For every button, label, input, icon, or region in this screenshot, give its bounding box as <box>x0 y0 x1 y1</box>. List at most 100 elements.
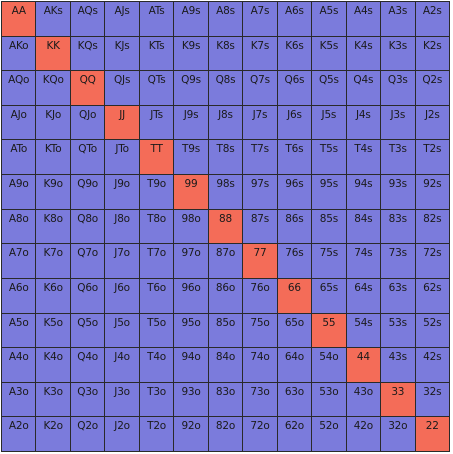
hand-cell[interactable]: J5o <box>105 313 139 348</box>
hand-cell[interactable]: 64o <box>277 348 312 382</box>
hand-cell[interactable]: A5o <box>2 313 36 348</box>
hand-cell[interactable]: Q2s <box>415 71 449 105</box>
hand-cell[interactable]: AQo <box>2 71 36 105</box>
hand-cell[interactable]: 52o <box>312 417 346 451</box>
hand-cell[interactable]: 82s <box>415 209 449 244</box>
hand-cell[interactable]: KJs <box>105 36 139 71</box>
hand-cell[interactable]: K9s <box>174 36 208 71</box>
hand-cell[interactable]: K2o <box>36 417 70 451</box>
hand-cell[interactable]: 42o <box>346 417 381 451</box>
hand-cell[interactable]: 83o <box>208 382 243 417</box>
hand-cell[interactable]: J6s <box>277 105 312 140</box>
hand-cell[interactable]: 72o <box>243 417 277 451</box>
hand-cell[interactable]: KJo <box>36 105 70 140</box>
hand-cell[interactable]: 98s <box>208 175 243 209</box>
hand-cell[interactable]: K4o <box>36 348 70 382</box>
hand-cell[interactable]: Q5s <box>312 71 346 105</box>
hand-cell[interactable]: A5s <box>312 2 346 36</box>
hand-cell[interactable]: Q7o <box>70 244 105 278</box>
hand-cell[interactable]: A9o <box>2 175 36 209</box>
hand-cell[interactable]: A6o <box>2 278 36 313</box>
hand-cell[interactable]: Q5o <box>70 313 105 348</box>
hand-cell[interactable]: 82o <box>208 417 243 451</box>
hand-cell[interactable]: K3s <box>381 36 415 71</box>
hand-cell[interactable]: K8s <box>208 36 243 71</box>
hand-cell[interactable]: ATo <box>2 140 36 175</box>
hand-cell[interactable]: T2s <box>415 140 449 175</box>
hand-cell[interactable]: K8o <box>36 209 70 244</box>
hand-cell[interactable]: AKo <box>2 36 36 71</box>
pair-cell[interactable]: 44 <box>346 348 381 382</box>
hand-cell[interactable]: J8s <box>208 105 243 140</box>
hand-cell[interactable]: AJs <box>105 2 139 36</box>
hand-cell[interactable]: K6o <box>36 278 70 313</box>
hand-cell[interactable]: JTo <box>105 140 139 175</box>
hand-cell[interactable]: QTs <box>139 71 174 105</box>
hand-cell[interactable]: 92s <box>415 175 449 209</box>
hand-cell[interactable]: J7s <box>243 105 277 140</box>
hand-cell[interactable]: A4s <box>346 2 381 36</box>
hand-cell[interactable]: AKs <box>36 2 70 36</box>
hand-cell[interactable]: T8o <box>139 209 174 244</box>
hand-cell[interactable]: 83s <box>381 209 415 244</box>
hand-cell[interactable]: 75o <box>243 313 277 348</box>
pair-cell[interactable]: KK <box>36 36 70 71</box>
hand-cell[interactable]: 85s <box>312 209 346 244</box>
hand-cell[interactable]: 96o <box>174 278 208 313</box>
hand-cell[interactable]: J8o <box>105 209 139 244</box>
hand-cell[interactable]: ATs <box>139 2 174 36</box>
hand-cell[interactable]: 62s <box>415 278 449 313</box>
hand-cell[interactable]: 95s <box>312 175 346 209</box>
pair-cell[interactable]: JJ <box>105 105 139 140</box>
hand-cell[interactable]: J4s <box>346 105 381 140</box>
hand-cell[interactable]: QJo <box>70 105 105 140</box>
hand-cell[interactable]: A7o <box>2 244 36 278</box>
hand-cell[interactable]: J6o <box>105 278 139 313</box>
hand-cell[interactable]: Q4o <box>70 348 105 382</box>
hand-cell[interactable]: 86s <box>277 209 312 244</box>
hand-cell[interactable]: Q2o <box>70 417 105 451</box>
hand-cell[interactable]: J3o <box>105 382 139 417</box>
hand-cell[interactable]: A2o <box>2 417 36 451</box>
hand-cell[interactable]: 72s <box>415 244 449 278</box>
hand-cell[interactable]: 94s <box>346 175 381 209</box>
hand-cell[interactable]: 32s <box>415 382 449 417</box>
hand-cell[interactable]: 62o <box>277 417 312 451</box>
hand-cell[interactable]: 54o <box>312 348 346 382</box>
hand-cell[interactable]: 93o <box>174 382 208 417</box>
pair-cell[interactable]: 55 <box>312 313 346 348</box>
hand-cell[interactable]: T5o <box>139 313 174 348</box>
hand-cell[interactable]: AQs <box>70 2 105 36</box>
hand-cell[interactable]: 87o <box>208 244 243 278</box>
hand-cell[interactable]: 84s <box>346 209 381 244</box>
hand-cell[interactable]: K7o <box>36 244 70 278</box>
pair-cell[interactable]: 88 <box>208 209 243 244</box>
hand-cell[interactable]: Q3s <box>381 71 415 105</box>
hand-cell[interactable]: T4o <box>139 348 174 382</box>
hand-cell[interactable]: Q8o <box>70 209 105 244</box>
pair-cell[interactable]: 77 <box>243 244 277 278</box>
hand-cell[interactable]: KQo <box>36 71 70 105</box>
hand-cell[interactable]: 86o <box>208 278 243 313</box>
hand-cell[interactable]: Q6o <box>70 278 105 313</box>
hand-cell[interactable]: 73o <box>243 382 277 417</box>
hand-cell[interactable]: Q4s <box>346 71 381 105</box>
hand-cell[interactable]: K5o <box>36 313 70 348</box>
hand-cell[interactable]: T7o <box>139 244 174 278</box>
hand-cell[interactable]: 32o <box>381 417 415 451</box>
hand-cell[interactable]: 65o <box>277 313 312 348</box>
hand-cell[interactable]: Q9s <box>174 71 208 105</box>
hand-cell[interactable]: 87s <box>243 209 277 244</box>
hand-cell[interactable]: T3o <box>139 382 174 417</box>
hand-cell[interactable]: Q9o <box>70 175 105 209</box>
hand-cell[interactable]: KTo <box>36 140 70 175</box>
hand-cell[interactable]: 96s <box>277 175 312 209</box>
hand-cell[interactable]: T8s <box>208 140 243 175</box>
hand-cell[interactable]: 97s <box>243 175 277 209</box>
hand-cell[interactable]: A2s <box>415 2 449 36</box>
hand-cell[interactable]: J9o <box>105 175 139 209</box>
pair-cell[interactable]: 33 <box>381 382 415 417</box>
hand-cell[interactable]: 53s <box>381 313 415 348</box>
pair-cell[interactable]: TT <box>139 140 174 175</box>
hand-cell[interactable]: K6s <box>277 36 312 71</box>
